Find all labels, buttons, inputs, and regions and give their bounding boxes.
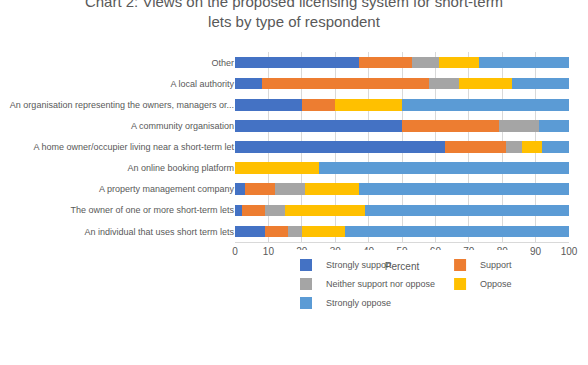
svg-text:100: 100: [561, 246, 578, 257]
svg-text:An organisation representing t: An organisation representing the owners,…: [10, 100, 234, 110]
svg-text:A community organisation: A community organisation: [131, 121, 234, 131]
svg-text:Other: Other: [211, 58, 234, 68]
svg-text:A local authority: A local authority: [170, 79, 234, 89]
svg-text:Support: Support: [480, 260, 512, 270]
svg-text:An individual that uses short: An individual that uses short term lets: [84, 227, 234, 237]
svg-text:An online booking platform: An online booking platform: [127, 163, 234, 173]
svg-text:Oppose: Oppose: [480, 279, 512, 289]
svg-text:90: 90: [530, 246, 542, 257]
svg-text:Percent: Percent: [385, 261, 420, 272]
svg-text:Neither support nor oppose: Neither support nor oppose: [326, 279, 435, 289]
svg-text:A home owner/occupier living n: A home owner/occupier living near a shor…: [33, 142, 234, 152]
svg-text:10: 10: [263, 246, 275, 257]
svg-text:Strongly oppose: Strongly oppose: [326, 298, 391, 308]
svg-text:Strongly support: Strongly support: [326, 260, 392, 270]
svg-text:0: 0: [232, 246, 238, 257]
svg-text:A property management company: A property management company: [99, 184, 235, 194]
svg-text:The owner of one or more short: The owner of one or more short-term lets: [70, 205, 234, 215]
svg-text:Chart 2: Views on the proposed: Chart 2: Views on the proposed licensing…: [85, 0, 503, 30]
